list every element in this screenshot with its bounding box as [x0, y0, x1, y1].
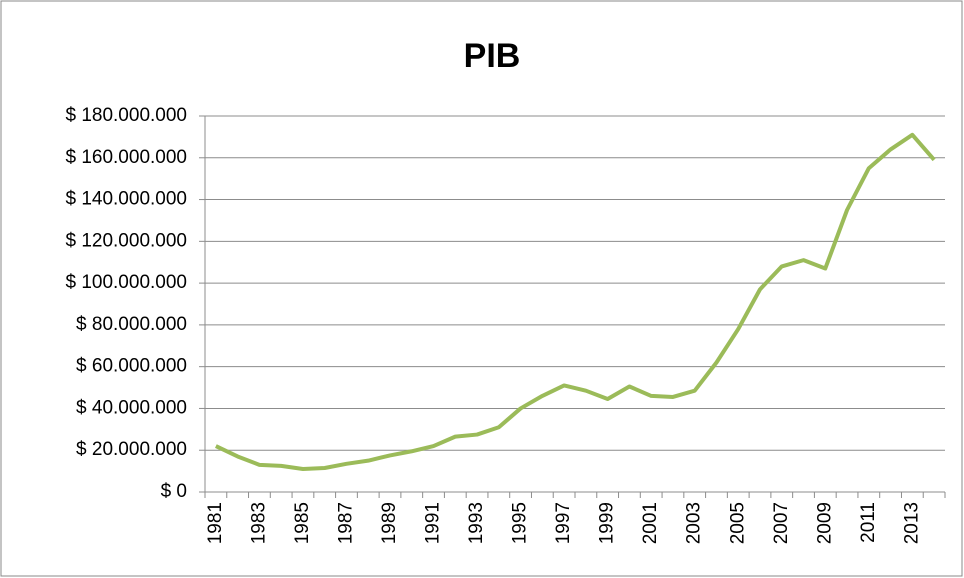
- x-tick-label: 1991: [423, 502, 444, 544]
- x-tick-label: 2001: [640, 502, 661, 544]
- y-tick-label: $ 100.000.000: [65, 272, 187, 293]
- y-tick-label: $ 80.000.000: [76, 314, 187, 335]
- data-line: [215, 132, 936, 472]
- x-tick-label: 2007: [771, 502, 792, 544]
- x-tick-label: 1985: [292, 502, 313, 544]
- x-tick-label: 1993: [466, 502, 487, 544]
- x-tick-label: 1987: [335, 502, 356, 544]
- x-tick-label: 1997: [553, 502, 574, 544]
- x-tick-label: 2009: [814, 502, 835, 544]
- x-tick-label: 1999: [597, 502, 618, 544]
- x-tick-label: 1989: [379, 502, 400, 544]
- chart-title: PIB: [464, 37, 521, 75]
- x-tick-label: 2005: [727, 502, 748, 544]
- y-tick-label: $ 140.000.000: [65, 189, 187, 210]
- x-tick-label: 2013: [901, 502, 922, 544]
- x-tick-label: 2003: [684, 502, 705, 544]
- y-tick-label: $ 0: [161, 481, 187, 502]
- y-tick-label: $ 60.000.000: [76, 356, 187, 377]
- y-tick-label: $ 180.000.000: [65, 105, 187, 126]
- x-tick-label: 1995: [510, 502, 531, 544]
- y-tick-label: $ 40.000.000: [76, 397, 187, 418]
- y-tick-label: $ 160.000.000: [65, 147, 187, 168]
- y-tick-label: $ 20.000.000: [76, 439, 187, 460]
- x-tick-label: 1983: [248, 502, 269, 544]
- x-tick-label: 1981: [205, 502, 226, 544]
- x-tick-label: 2011: [858, 502, 879, 543]
- y-tick-label: $ 120.000.000: [65, 230, 187, 251]
